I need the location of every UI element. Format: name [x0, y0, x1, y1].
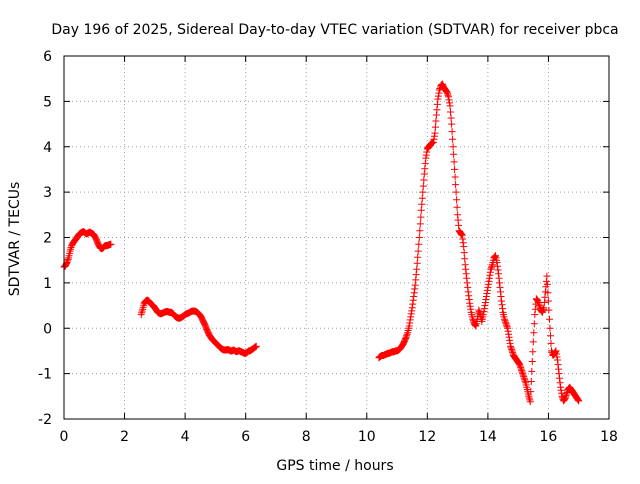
data-point	[431, 129, 439, 137]
x-tick-label: 2	[120, 429, 129, 445]
data-point-interp	[460, 249, 468, 257]
data-point-interp	[547, 332, 554, 340]
data-point-interp	[418, 194, 426, 202]
x-tick-label: 0	[60, 429, 69, 445]
data-point-interp	[447, 108, 454, 116]
data-point-interp	[527, 378, 535, 385]
x-tick-label: 14	[479, 429, 497, 445]
data-point-interp	[449, 135, 457, 143]
data-point-interp	[547, 339, 555, 347]
chart-title: Day 196 of 2025, Sidereal Day-to-day VTE…	[51, 22, 618, 38]
y-tick-label: 3	[43, 185, 52, 201]
x-axis-label: GPS time / hours	[276, 458, 393, 474]
data-point-interp	[448, 128, 456, 136]
data-point	[413, 265, 421, 273]
data-point-interp	[451, 173, 459, 181]
data-point-interp	[556, 374, 563, 382]
data-point	[448, 120, 456, 128]
data-point-interp	[453, 203, 461, 211]
x-tick-label: 18	[600, 429, 618, 445]
data-point-interp	[419, 182, 427, 190]
x-tick-label: 6	[241, 429, 250, 445]
x-tick-label: 12	[418, 429, 436, 445]
data-point-interp	[450, 158, 458, 166]
grid-layer	[64, 56, 609, 419]
x-tick-label: 16	[540, 429, 558, 445]
data-point-interp	[506, 339, 514, 347]
data-point	[528, 367, 536, 375]
y-tick-label: 0	[43, 321, 52, 337]
data-point-interp	[461, 255, 469, 263]
y-tick-label: 6	[43, 49, 52, 65]
data-point-interp	[414, 253, 422, 261]
data-point	[446, 102, 454, 110]
data-point-interp	[450, 150, 458, 158]
data-point	[543, 272, 551, 280]
data-point-interp	[544, 289, 552, 297]
data-point-interp	[403, 330, 411, 338]
data-point-interp	[545, 306, 553, 314]
data-point-interp	[527, 388, 535, 396]
data-point	[417, 206, 425, 214]
data-point	[107, 240, 115, 248]
data-point-interp	[447, 114, 455, 122]
data-point	[546, 324, 554, 332]
data-point-interp	[501, 317, 509, 325]
data-point	[449, 143, 457, 151]
data-point-interp	[453, 196, 461, 204]
data-point-interp	[506, 336, 514, 344]
x-tick-label: 10	[358, 429, 376, 445]
data-point	[451, 165, 459, 173]
y-tick-label: 2	[43, 231, 52, 247]
data-point-interp	[418, 200, 426, 208]
data-point-interp	[507, 344, 515, 352]
data-point-interp	[543, 280, 551, 288]
data-point	[414, 247, 422, 255]
data-point	[416, 227, 424, 235]
data-point	[505, 333, 513, 341]
data-point	[534, 297, 542, 305]
data-point-interp	[528, 358, 536, 365]
data-point	[575, 397, 583, 405]
data-point-interp	[432, 117, 440, 125]
x-tick-label: 4	[181, 429, 190, 445]
data-point-interp	[529, 348, 537, 356]
data-point	[479, 311, 487, 319]
data-point-interp	[420, 176, 428, 184]
y-tick-label: 4	[43, 140, 52, 156]
data-point	[544, 297, 552, 305]
data-point-interp	[413, 259, 421, 267]
y-tick-label: -1	[38, 367, 52, 383]
data-point	[252, 342, 260, 350]
data-point-interp	[431, 123, 439, 131]
data-point-interp	[458, 231, 466, 238]
data-point	[526, 398, 534, 406]
series-layer	[60, 80, 583, 406]
y-axis-label: SDTVAR / TECUs	[7, 182, 23, 297]
data-point-interp	[530, 329, 538, 337]
y-tick-label: -2	[38, 412, 52, 428]
data-point-interp	[416, 220, 424, 228]
data-point-interp	[415, 240, 423, 248]
data-point-interp	[546, 315, 553, 323]
data-point-interp	[505, 330, 513, 338]
data-point	[419, 188, 427, 196]
plot-frame	[63, 55, 610, 420]
data-point	[452, 188, 460, 196]
y-tick-label: 5	[43, 94, 52, 110]
x-tick-label: 8	[302, 429, 311, 445]
data-point-interp	[417, 213, 425, 221]
data-point	[529, 338, 537, 346]
data-point-interp	[452, 181, 460, 189]
data-point	[460, 243, 468, 251]
y-tick-label: 1	[43, 276, 52, 292]
data-point	[507, 342, 515, 350]
data-point-interp	[415, 234, 423, 241]
data-point-interp	[530, 320, 538, 328]
